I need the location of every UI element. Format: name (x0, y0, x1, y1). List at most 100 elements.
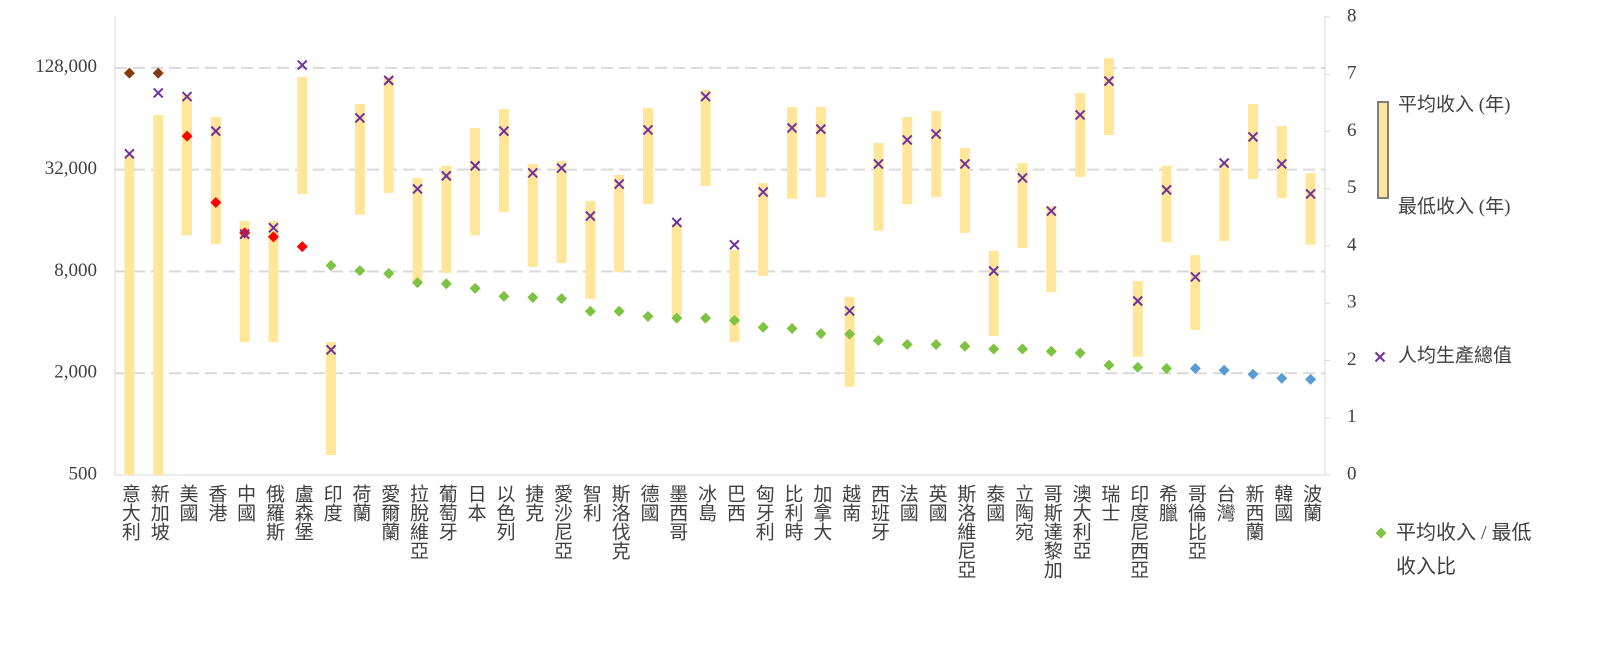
range-bar (988, 250, 999, 337)
gdp-marker (585, 210, 596, 222)
x-tick-label: 哥倫比亞 (1185, 484, 1207, 560)
gdp-marker (613, 178, 625, 190)
gdp-marker (210, 125, 222, 137)
range-bar (527, 163, 538, 267)
gdp-marker (383, 75, 394, 86)
x-tick-label: 美國 (177, 484, 199, 522)
x-tick-label: 印度 (321, 484, 343, 522)
y-tick-label: 500 (69, 463, 98, 484)
gdp-marker (1017, 172, 1028, 184)
x-tick-label: 斯洛維尼亞 (954, 484, 976, 579)
x-tick-label: 盧森堡 (292, 484, 314, 541)
legend-marker (1374, 351, 1386, 363)
ratio-marker (1276, 372, 1288, 384)
ratio-marker (527, 292, 539, 304)
y2-tick-label: 2 (1347, 349, 1357, 370)
legend-label: 平均收入 / 最低收入比 (1396, 522, 1532, 578)
ratio-marker (440, 278, 452, 290)
ratio-marker (728, 314, 740, 326)
x-tick-label: 哥斯達黎加 (1041, 484, 1063, 579)
range-bar (614, 174, 625, 272)
x-tick-label: 法國 (897, 484, 919, 522)
ratio-marker (210, 196, 222, 208)
range-bar (124, 154, 135, 476)
ratio-marker (1103, 359, 1115, 371)
ratio-marker (1247, 368, 1259, 380)
ratio-marker (1218, 364, 1230, 376)
x-tick-label: 智利 (580, 484, 602, 522)
gdp-marker (153, 87, 164, 99)
gdp-marker (441, 170, 452, 182)
gdp-marker (1305, 188, 1316, 200)
range-bar (1075, 92, 1086, 177)
x-tick-label: 拉脫維亞 (407, 484, 429, 560)
ratio-marker (1189, 363, 1201, 375)
gdp-marker (268, 222, 279, 233)
ratio-marker (613, 305, 625, 317)
gdp-marker (930, 128, 942, 140)
range-bar (556, 161, 567, 263)
ratio-marker (844, 328, 856, 340)
x-tick-label: 愛沙尼亞 (551, 484, 573, 560)
x-tick-label: 墨西哥 (666, 484, 687, 541)
y2-tick-label: 4 (1347, 234, 1357, 255)
legend-label: 最低收入 (年) (1398, 195, 1510, 217)
range-bar (959, 147, 970, 234)
ratio-marker (412, 277, 423, 289)
gdp-marker (556, 162, 567, 174)
x-tick-label: 印度尼西亞 (1127, 484, 1149, 579)
range-bar (758, 182, 769, 276)
x-tick-label: 葡萄牙 (436, 484, 458, 541)
gdp-marker (412, 183, 423, 195)
x-tick-label: 波蘭 (1300, 484, 1322, 522)
y2-tick-label: 3 (1347, 292, 1357, 313)
range-bar (844, 296, 855, 387)
gdp-marker (181, 91, 193, 102)
gdp-marker (786, 122, 798, 134)
gdp-marker (1161, 184, 1172, 196)
gdp-marker (988, 265, 999, 277)
range-bar (297, 77, 308, 194)
range-bar (1276, 126, 1287, 199)
range-bar (412, 177, 423, 283)
range-bar (498, 108, 509, 212)
x-tick-label: 斯洛伐克 (609, 484, 631, 560)
gdp-marker (729, 239, 740, 251)
x-tick-label: 以色列 (493, 484, 515, 541)
ratio-marker (815, 328, 827, 340)
legend-bar-icon (1377, 101, 1389, 199)
ratio-marker (325, 259, 337, 271)
range-bar (815, 106, 826, 198)
range-bar (700, 89, 711, 187)
x-tick-label: 瑞士 (1098, 484, 1120, 522)
x-tick-label: 西班牙 (868, 484, 890, 541)
range-bar (182, 94, 193, 236)
ratio-marker (152, 67, 164, 79)
ratio-marker (872, 334, 884, 346)
gdp-marker (758, 186, 769, 198)
ratio-marker (584, 305, 596, 317)
legend-marker (1375, 527, 1387, 539)
gdp-marker (498, 125, 510, 137)
ratio-marker (786, 322, 798, 334)
x-tick-label: 愛爾蘭 (378, 484, 400, 541)
ratio-marker (959, 340, 971, 352)
ratio-marker (1161, 363, 1173, 375)
ratio-marker (123, 67, 135, 79)
ratio-marker (901, 338, 913, 350)
gdp-marker (469, 160, 481, 172)
x-tick-label: 俄羅斯 (263, 484, 285, 542)
range-bar (210, 116, 221, 245)
gdp-marker (297, 59, 308, 71)
gdp-marker (700, 91, 711, 102)
gdp-marker (815, 123, 827, 135)
x-tick-label: 希臘 (1156, 484, 1178, 522)
gdp-marker (1132, 295, 1143, 307)
y2-tick-label: 0 (1347, 463, 1357, 484)
x-tick-label: 日本 (465, 484, 487, 522)
y-tick-label: 2,000 (54, 362, 97, 383)
ratio-marker (1045, 345, 1057, 357)
range-bar (729, 250, 740, 343)
ratio-marker (1017, 343, 1028, 355)
x-tick-label: 荷蘭 (349, 484, 371, 522)
